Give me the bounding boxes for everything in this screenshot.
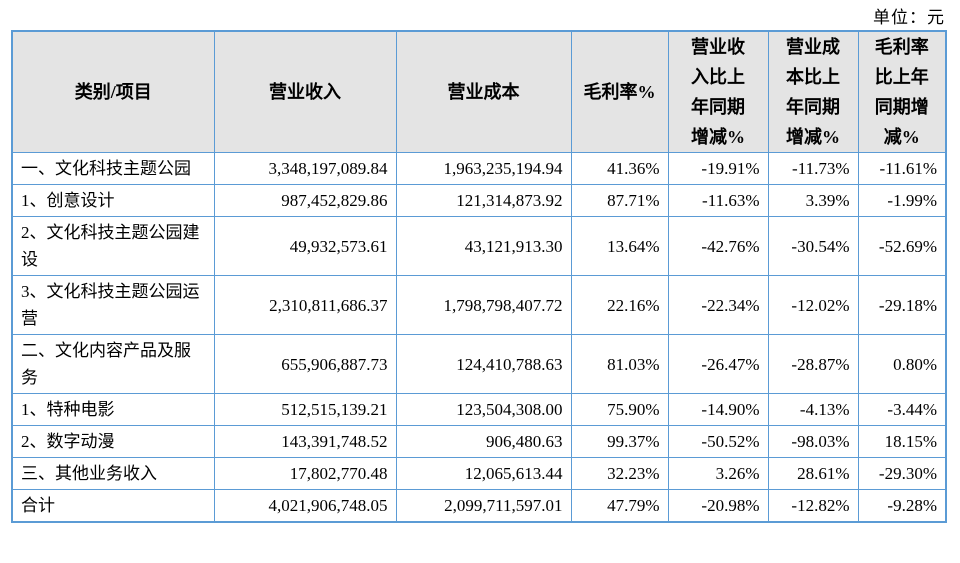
- table-row: 1、特种电影 512,515,139.21 123,504,308.00 75.90%…: [11, 393, 947, 426]
- column-header-4: 营业收 入比上 年同期 增减%: [667, 30, 769, 153]
- category-cell: 3、文化科技主题公园运营: [11, 275, 215, 335]
- column-header-0: 类别/项目: [11, 30, 215, 153]
- table-row: 2、数字动漫 143,391,748.52 906,480.63 99.37% -50.…: [11, 425, 947, 458]
- value-cell: 81.03%: [570, 334, 669, 394]
- value-cell: -29.18%: [857, 275, 947, 335]
- table-row: 3、文化科技主题公园运营 2,310,811,686.37 1,798,798,40…: [11, 275, 947, 335]
- value-cell: -28.87%: [767, 334, 859, 394]
- value-cell: -11.63%: [667, 184, 769, 217]
- value-cell: 32.23%: [570, 457, 669, 490]
- value-cell: 906,480.63: [395, 425, 572, 458]
- table-row: 1、创意设计 987,452,829.86 121,314,873.92 87.71%…: [11, 184, 947, 217]
- category-cell: 1、创意设计: [11, 184, 215, 217]
- value-cell: 12,065,613.44: [395, 457, 572, 490]
- unit-label: 单位：元: [873, 8, 945, 27]
- value-cell: -4.13%: [767, 393, 859, 426]
- value-cell: 124,410,788.63: [395, 334, 572, 394]
- value-cell: 4,021,906,748.05: [213, 489, 397, 523]
- category-cell: 一、文化科技主题公园: [11, 152, 215, 185]
- value-cell: -29.30%: [857, 457, 947, 490]
- value-cell: 123,504,308.00: [395, 393, 572, 426]
- value-cell: 0.80%: [857, 334, 947, 394]
- category-cell: 1、特种电影: [11, 393, 215, 426]
- table-row: 合计 4,021,906,748.05 2,099,711,597.01 47.79%…: [11, 489, 947, 523]
- value-cell: 1,798,798,407.72: [395, 275, 572, 335]
- value-cell: 22.16%: [570, 275, 669, 335]
- category-cell: 二、文化内容产品及服务: [11, 334, 215, 394]
- value-cell: 41.36%: [570, 152, 669, 185]
- value-cell: 17,802,770.48: [213, 457, 397, 490]
- value-cell: 512,515,139.21: [213, 393, 397, 426]
- value-cell: 3,348,197,089.84: [213, 152, 397, 185]
- column-header-3: 毛利率%: [570, 30, 669, 153]
- value-cell: -26.47%: [667, 334, 769, 394]
- value-cell: -98.03%: [767, 425, 859, 458]
- segment-revenue-table: 类别/项目 营业收入 营业成本 毛利率% 营业收 入比上 年同期 增减% 营业成 本比上 …: [11, 30, 947, 523]
- value-cell: 143,391,748.52: [213, 425, 397, 458]
- value-cell: -19.91%: [667, 152, 769, 185]
- category-cell: 2、数字动漫: [11, 425, 215, 458]
- value-cell: 655,906,887.73: [213, 334, 397, 394]
- value-cell: 49,932,573.61: [213, 216, 397, 276]
- value-cell: -12.02%: [767, 275, 859, 335]
- value-cell: -30.54%: [767, 216, 859, 276]
- value-cell: 3.26%: [667, 457, 769, 490]
- value-cell: 13.64%: [570, 216, 669, 276]
- value-cell: 2,099,711,597.01: [395, 489, 572, 523]
- column-header-2: 营业成本: [395, 30, 572, 153]
- column-header-1: 营业收入: [213, 30, 397, 153]
- table-row: 一、文化科技主题公园 3,348,197,089.84 1,963,235,194.…: [11, 152, 947, 185]
- category-cell: 合计: [11, 489, 215, 523]
- value-cell: 3.39%: [767, 184, 859, 217]
- value-cell: 75.90%: [570, 393, 669, 426]
- value-cell: -3.44%: [857, 393, 947, 426]
- category-cell: 2、文化科技主题公园建设: [11, 216, 215, 276]
- value-cell: -12.82%: [767, 489, 859, 523]
- value-cell: -9.28%: [857, 489, 947, 523]
- table-header: 类别/项目 营业收入 营业成本 毛利率% 营业收 入比上 年同期 增减% 营业成 本比上 …: [11, 30, 947, 153]
- value-cell: 121,314,873.92: [395, 184, 572, 217]
- value-cell: -52.69%: [857, 216, 947, 276]
- value-cell: -20.98%: [667, 489, 769, 523]
- value-cell: 47.79%: [570, 489, 669, 523]
- table-body: 一、文化科技主题公园 3,348,197,089.84 1,963,235,194.…: [11, 152, 947, 523]
- header-row: 类别/项目 营业收入 营业成本 毛利率% 营业收 入比上 年同期 增减% 营业成 本比上 …: [11, 30, 947, 153]
- value-cell: 43,121,913.30: [395, 216, 572, 276]
- column-header-5: 营业成 本比上 年同期 增减%: [767, 30, 859, 153]
- value-cell: -42.76%: [667, 216, 769, 276]
- value-cell: 99.37%: [570, 425, 669, 458]
- value-cell: 1,963,235,194.94: [395, 152, 572, 185]
- table-row: 二、文化内容产品及服务 655,906,887.73 124,410,788.63 8…: [11, 334, 947, 394]
- value-cell: -22.34%: [667, 275, 769, 335]
- category-cell: 三、其他业务收入: [11, 457, 215, 490]
- value-cell: 28.61%: [767, 457, 859, 490]
- value-cell: -11.73%: [767, 152, 859, 185]
- table-row: 三、其他业务收入 17,802,770.48 12,065,613.44 32.23%…: [11, 457, 947, 490]
- value-cell: -11.61%: [857, 152, 947, 185]
- value-cell: -1.99%: [857, 184, 947, 217]
- value-cell: 2,310,811,686.37: [213, 275, 397, 335]
- value-cell: 987,452,829.86: [213, 184, 397, 217]
- value-cell: 87.71%: [570, 184, 669, 217]
- value-cell: 18.15%: [857, 425, 947, 458]
- table-row: 2、文化科技主题公园建设 49,932,573.61 43,121,913.30 13…: [11, 216, 947, 276]
- value-cell: -50.52%: [667, 425, 769, 458]
- column-header-6: 毛利率 比上年 同期增 减%: [857, 30, 947, 153]
- value-cell: -14.90%: [667, 393, 769, 426]
